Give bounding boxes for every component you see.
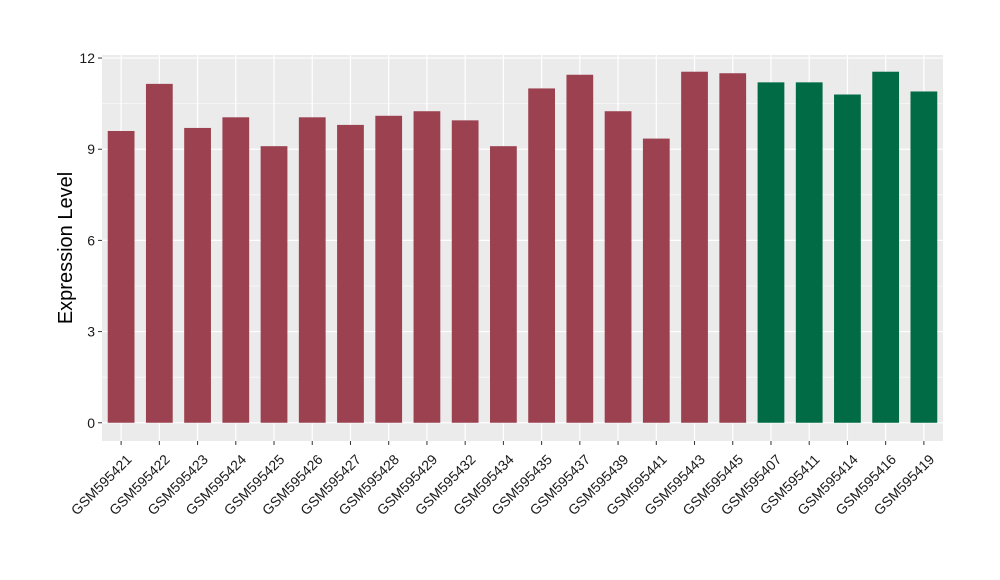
bar-GSM595414 [834, 94, 861, 423]
bar-GSM595441 [642, 138, 670, 423]
bar-GSM595419 [910, 91, 938, 423]
bar-GSM595445 [719, 73, 747, 423]
bar-GSM595424 [222, 117, 250, 423]
y-tick-label: 12 [79, 50, 95, 66]
bar-GSM595425 [260, 146, 288, 423]
bars [107, 71, 938, 423]
bar-GSM595434 [490, 146, 517, 423]
bar-GSM595429 [413, 111, 441, 423]
bar-GSM595423 [184, 127, 211, 423]
bar-GSM595428 [375, 115, 403, 423]
bar-GSM595422 [145, 83, 173, 423]
bar-GSM595426 [298, 117, 326, 423]
bar-GSM595427 [337, 124, 364, 423]
y-tick-label: 9 [87, 141, 95, 157]
bar-GSM595437 [566, 74, 594, 423]
bar-GSM595421 [107, 130, 135, 423]
y-axis: 0 3 6 9 12 [79, 50, 102, 431]
bar-GSM595407 [757, 82, 785, 423]
bar-GSM595411 [795, 82, 823, 423]
y-axis-title: Expression Level [55, 172, 77, 324]
x-axis: GSM595421GSM595422GSM595423GSM595424GSM5… [68, 441, 938, 518]
bar-GSM595443 [681, 71, 708, 423]
y-tick-label: 3 [87, 324, 95, 340]
y-tick-label: 0 [87, 415, 95, 431]
bar-GSM595432 [451, 120, 479, 423]
bar-GSM595435 [528, 88, 555, 423]
y-tick-label: 6 [87, 232, 95, 248]
bar-GSM595439 [604, 111, 632, 423]
bar-GSM595416 [872, 71, 900, 423]
